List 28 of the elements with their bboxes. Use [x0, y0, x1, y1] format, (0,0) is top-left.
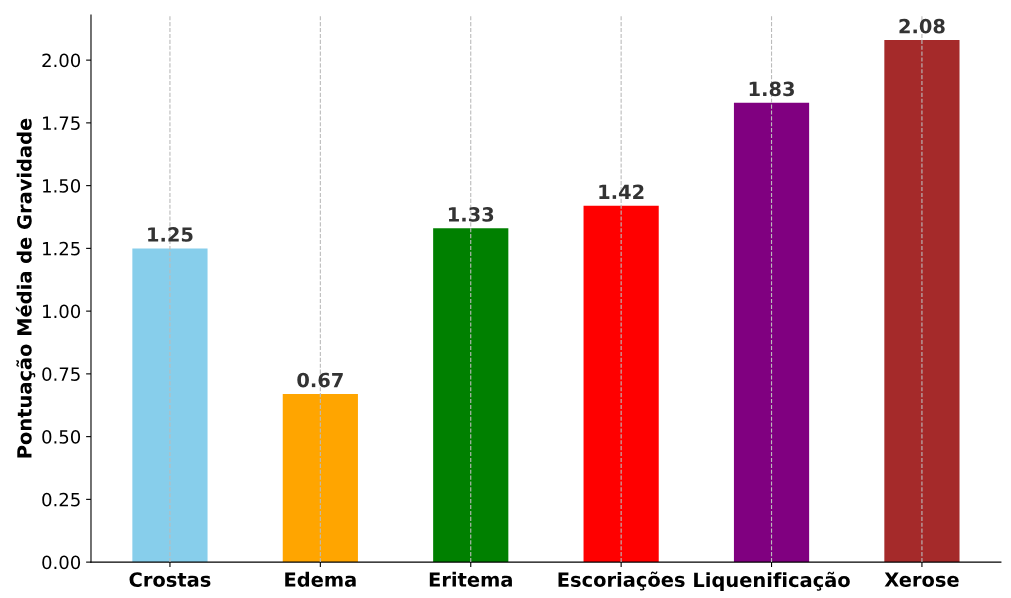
y-tick-label: 0.00 [42, 555, 81, 570]
bar [733, 102, 810, 563]
y-tick-label: 2.00 [42, 53, 81, 68]
y-tick-label: 0.50 [42, 430, 81, 444]
bar [282, 393, 358, 563]
data-label: 2.08 [899, 18, 945, 34]
x-tick-label: Liquenificação [694, 571, 850, 592]
data-label: 1.25 [148, 227, 193, 242]
y-tick-label: 1.00 [43, 304, 81, 319]
x-tick-label: Crostas [129, 572, 211, 587]
x-tick-label: Xerose [884, 572, 959, 587]
bar [433, 228, 509, 563]
y-tick-label: 0.25 [42, 492, 80, 507]
x-tick-label: Escoriações [558, 571, 685, 591]
y-tick-label: 1.50 [43, 179, 81, 193]
bar [132, 248, 208, 563]
bar [884, 40, 960, 563]
x-tick-label: Edema [285, 571, 356, 587]
bar [583, 205, 659, 563]
data-label: 1.83 [749, 81, 794, 97]
y-tick-label: 1.25 [43, 241, 80, 256]
y-tick-label: 0.75 [42, 367, 80, 381]
y-tick-label: 1.75 [43, 116, 80, 130]
x-tick-label: Eritema [429, 571, 512, 587]
data-label: 0.67 [297, 372, 343, 388]
y-axis-title: Pontuação Média de Gravidade [15, 118, 36, 458]
data-label: 1.42 [599, 184, 644, 199]
data-label: 1.33 [448, 207, 494, 222]
